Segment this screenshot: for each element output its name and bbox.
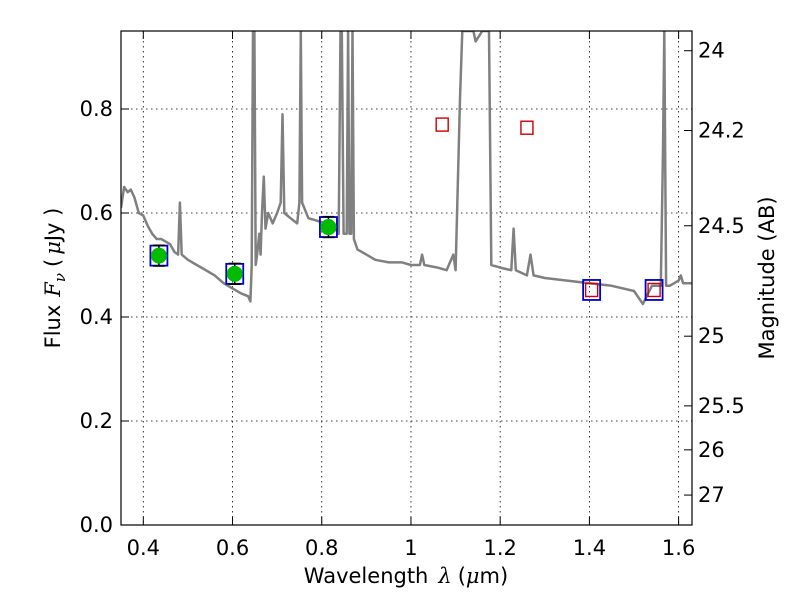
- spectrum-line: [121, 31, 692, 306]
- y2-axis-label: Magnitude (AB): [755, 196, 779, 359]
- detected-point: [320, 219, 337, 236]
- x-tick-label: 0.6: [216, 536, 249, 560]
- y2-tick-label: 24: [698, 39, 725, 63]
- y2-tick-label: 24.2: [698, 119, 745, 143]
- x-tick-label: 0.4: [127, 536, 160, 560]
- x-axis-label: Wavelength λ (μm): [304, 564, 508, 588]
- y-tick-label: 0.4: [80, 305, 113, 329]
- plot-frame: [120, 30, 693, 526]
- y-axis-label: FluxFν(μJy ): [41, 208, 69, 349]
- y2-tick-label: 26: [698, 438, 725, 462]
- model-point-red-square: [584, 282, 599, 298]
- model-point-blue-square: [644, 279, 664, 301]
- photometry-points: [149, 117, 664, 301]
- model-point-blue-square: [582, 279, 602, 301]
- x-tick-label: 0.8: [305, 536, 338, 560]
- detected-point: [226, 265, 243, 282]
- model-point-red-square: [520, 120, 534, 135]
- y2-tick-label: 27: [698, 483, 725, 507]
- spectrum-layer: [121, 31, 692, 306]
- x-tick-label: 1: [404, 536, 417, 560]
- model-point-red-square: [435, 117, 449, 132]
- axis-ticks: 0.4 0.6 0.8 1 1.2 1.4 1.6 0.0 0.2 0.4 0.6 0.8 24 24.2…: [80, 31, 745, 560]
- y2-tick-label: 25: [698, 324, 725, 348]
- x-tick-label: 1.4: [573, 536, 606, 560]
- y-tick-label: 0.6: [80, 201, 113, 225]
- y-tick-label: 0.2: [80, 409, 113, 433]
- y-tick-label: 0.0: [80, 513, 113, 537]
- x-tick-label: 1.6: [662, 536, 695, 560]
- grid-lines: [121, 31, 692, 525]
- model-point-red-square: [647, 282, 661, 298]
- y2-tick-label: 24.5: [698, 214, 745, 238]
- detected-point: [150, 247, 167, 264]
- y-tick-label: 0.8: [80, 97, 113, 121]
- x-tick-label: 1.2: [483, 536, 516, 560]
- y2-tick-label: 25.5: [698, 394, 745, 418]
